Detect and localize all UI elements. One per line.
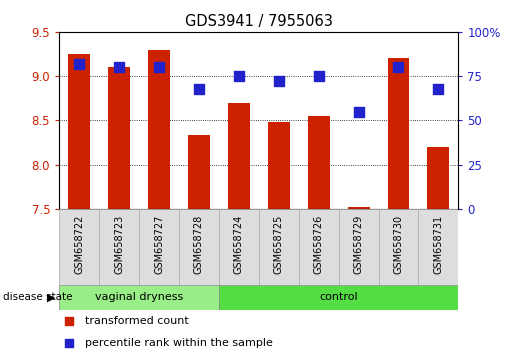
Bar [307, 116, 330, 209]
Text: GSM658727: GSM658727 [154, 215, 164, 274]
Text: GSM658728: GSM658728 [194, 215, 204, 274]
Point [394, 64, 403, 70]
Point [274, 79, 283, 84]
FancyBboxPatch shape [219, 209, 259, 285]
Point [115, 64, 123, 70]
FancyBboxPatch shape [59, 209, 99, 285]
Bar [387, 58, 409, 209]
Point [235, 73, 243, 79]
Text: GSM658725: GSM658725 [274, 215, 284, 274]
Text: GSM658723: GSM658723 [114, 215, 124, 274]
Text: transformed count: transformed count [85, 316, 189, 326]
Text: control: control [319, 292, 358, 302]
Bar [108, 67, 130, 209]
Point [346, 257, 354, 263]
Point [155, 64, 163, 70]
FancyBboxPatch shape [379, 209, 418, 285]
FancyBboxPatch shape [418, 209, 458, 285]
Point [434, 86, 442, 91]
Bar [148, 50, 170, 209]
Text: ▶: ▶ [47, 292, 56, 302]
Point [346, 63, 354, 68]
FancyBboxPatch shape [299, 209, 339, 285]
Bar [348, 207, 370, 209]
Text: vaginal dryness: vaginal dryness [95, 292, 183, 302]
Title: GDS3941 / 7955063: GDS3941 / 7955063 [185, 14, 333, 29]
Point [315, 73, 323, 79]
FancyBboxPatch shape [139, 209, 179, 285]
Text: disease state: disease state [3, 292, 72, 302]
Bar [228, 103, 250, 209]
Text: GSM658726: GSM658726 [314, 215, 323, 274]
FancyBboxPatch shape [219, 285, 458, 310]
FancyBboxPatch shape [99, 209, 139, 285]
Point [354, 109, 363, 114]
Bar [68, 54, 90, 209]
Text: GSM658730: GSM658730 [393, 215, 403, 274]
FancyBboxPatch shape [59, 285, 219, 310]
FancyBboxPatch shape [339, 209, 379, 285]
Text: GSM658731: GSM658731 [434, 215, 443, 274]
Text: GSM658724: GSM658724 [234, 215, 244, 274]
Text: GSM658722: GSM658722 [74, 215, 84, 274]
Point [195, 86, 203, 91]
Bar [427, 147, 450, 209]
Text: GSM658729: GSM658729 [354, 215, 364, 274]
Point [75, 61, 83, 67]
FancyBboxPatch shape [259, 209, 299, 285]
Bar [188, 135, 210, 209]
FancyBboxPatch shape [179, 209, 219, 285]
Bar [268, 122, 290, 209]
Text: percentile rank within the sample: percentile rank within the sample [85, 338, 273, 348]
